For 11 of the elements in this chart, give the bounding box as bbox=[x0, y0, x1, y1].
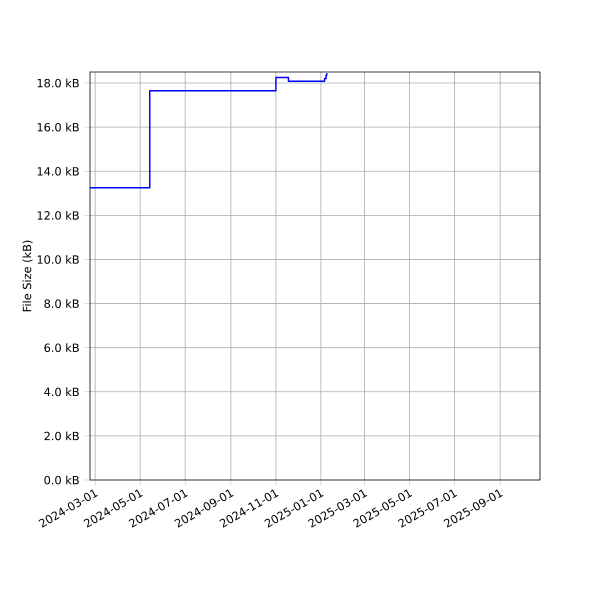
y-tick-label: 18.0 kB bbox=[38, 78, 79, 88]
y-tick-label: 6.0 kB bbox=[44, 343, 79, 352]
y-axis-title: File Size (kB) bbox=[22, 240, 33, 312]
y-tick-label: 10.0 kB bbox=[38, 255, 79, 264]
y-tick-label: 4.0 kB bbox=[44, 387, 79, 396]
y-tick-label: 2.0 kB bbox=[44, 432, 79, 440]
y-tick-label: 14.0 kB bbox=[38, 166, 79, 176]
y-tick-label: 0.0 kB bbox=[44, 476, 79, 484]
y-tick-label: 16.0 kB bbox=[38, 122, 79, 132]
y-tick-label: 12.0 kB bbox=[38, 210, 79, 220]
y-tick-label: 8.0 kB bbox=[44, 299, 79, 308]
